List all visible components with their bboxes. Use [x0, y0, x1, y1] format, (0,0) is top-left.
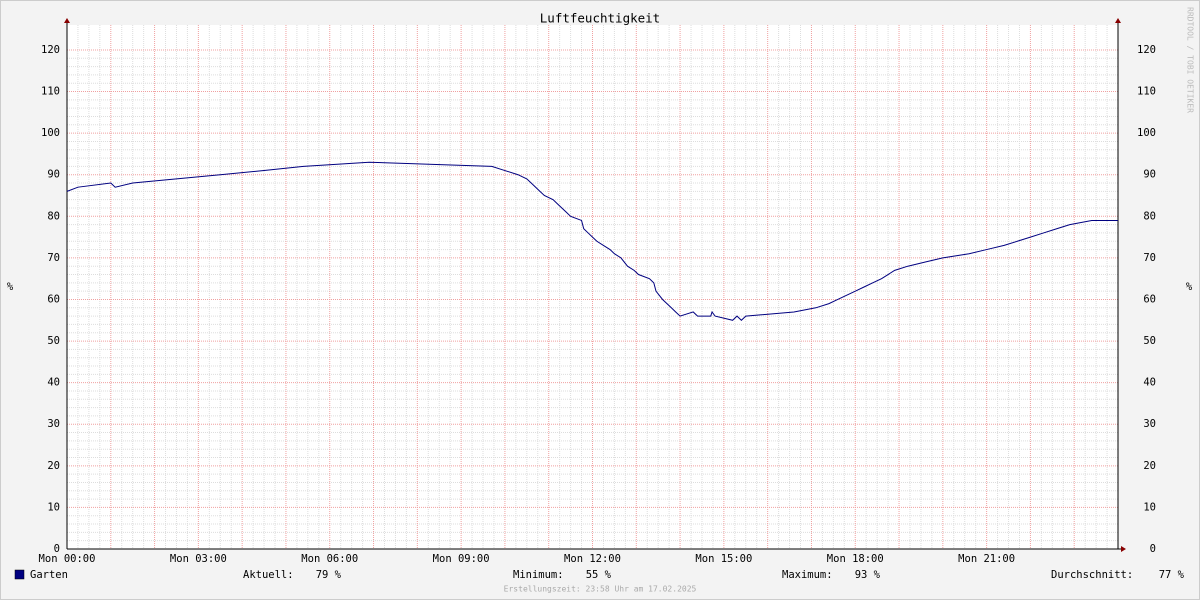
arrow [64, 18, 70, 23]
y2-tick-label: 100 [1137, 127, 1156, 139]
x-tick-label: Mon 15:00 [695, 553, 752, 565]
legend-label: Garten [30, 569, 68, 581]
y2-tick-label: 110 [1137, 86, 1156, 98]
x-tick-label: Mon 06:00 [301, 553, 358, 565]
x-tick-label: Mon 09:00 [433, 553, 490, 565]
stat-value: 77 % [1159, 569, 1185, 581]
chart-title: Luftfeuchtigkeit [540, 11, 660, 26]
stat-value: 55 % [586, 569, 612, 581]
y2-tick-label: 70 [1143, 252, 1156, 264]
y-tick-label: 110 [41, 86, 60, 98]
stat-label: Aktuell: [243, 569, 294, 581]
y2-tick-label: 80 [1143, 210, 1156, 222]
y-tick-label: 30 [47, 418, 60, 430]
y2-tick-label: 20 [1143, 460, 1156, 472]
y-tick-label: 90 [47, 169, 60, 181]
x-tick-label: Mon 18:00 [827, 553, 884, 565]
legend-swatch [14, 569, 25, 580]
y2-tick-label: 50 [1143, 335, 1156, 347]
y2-tick-label: 30 [1143, 418, 1156, 430]
y-axis-label: % [7, 281, 14, 293]
y-tick-label: 10 [47, 501, 60, 513]
y-tick-label: 0 [54, 543, 60, 555]
y-tick-label: 60 [47, 293, 60, 305]
watermark: RRDTOOL / TOBI OETIKER [1186, 7, 1195, 113]
footer: Erstellungszeit: 23:58 Uhr am 17.02.2025 [504, 585, 697, 594]
arrow [1115, 18, 1121, 23]
y2-tick-label: 120 [1137, 44, 1156, 56]
stat-value: 93 % [855, 569, 881, 581]
y-tick-label: 40 [47, 377, 60, 389]
y-tick-label: 20 [47, 460, 60, 472]
y2-tick-label: 10 [1143, 501, 1156, 513]
x-tick-label: Mon 12:00 [564, 553, 621, 565]
stat-label: Durchschnitt: [1051, 569, 1133, 581]
y-tick-label: 80 [47, 210, 60, 222]
arrow [1121, 546, 1126, 552]
y2-tick-label: 40 [1143, 377, 1156, 389]
x-tick-label: Mon 21:00 [958, 553, 1015, 565]
stat-value: 79 % [316, 569, 342, 581]
x-tick-label: Mon 03:00 [170, 553, 227, 565]
y2-tick-label: 0 [1150, 543, 1156, 555]
stat-label: Maximum: [782, 569, 833, 581]
y2-axis-label: % [1186, 281, 1193, 293]
y-tick-label: 100 [41, 127, 60, 139]
y-tick-label: 120 [41, 44, 60, 56]
y-tick-label: 50 [47, 335, 60, 347]
y2-tick-label: 90 [1143, 169, 1156, 181]
x-tick-label: Mon 00:00 [39, 553, 96, 565]
stat-label: Minimum: [513, 569, 564, 581]
y-tick-label: 70 [47, 252, 60, 264]
y2-tick-label: 60 [1143, 293, 1156, 305]
line-series [66, 161, 1118, 321]
